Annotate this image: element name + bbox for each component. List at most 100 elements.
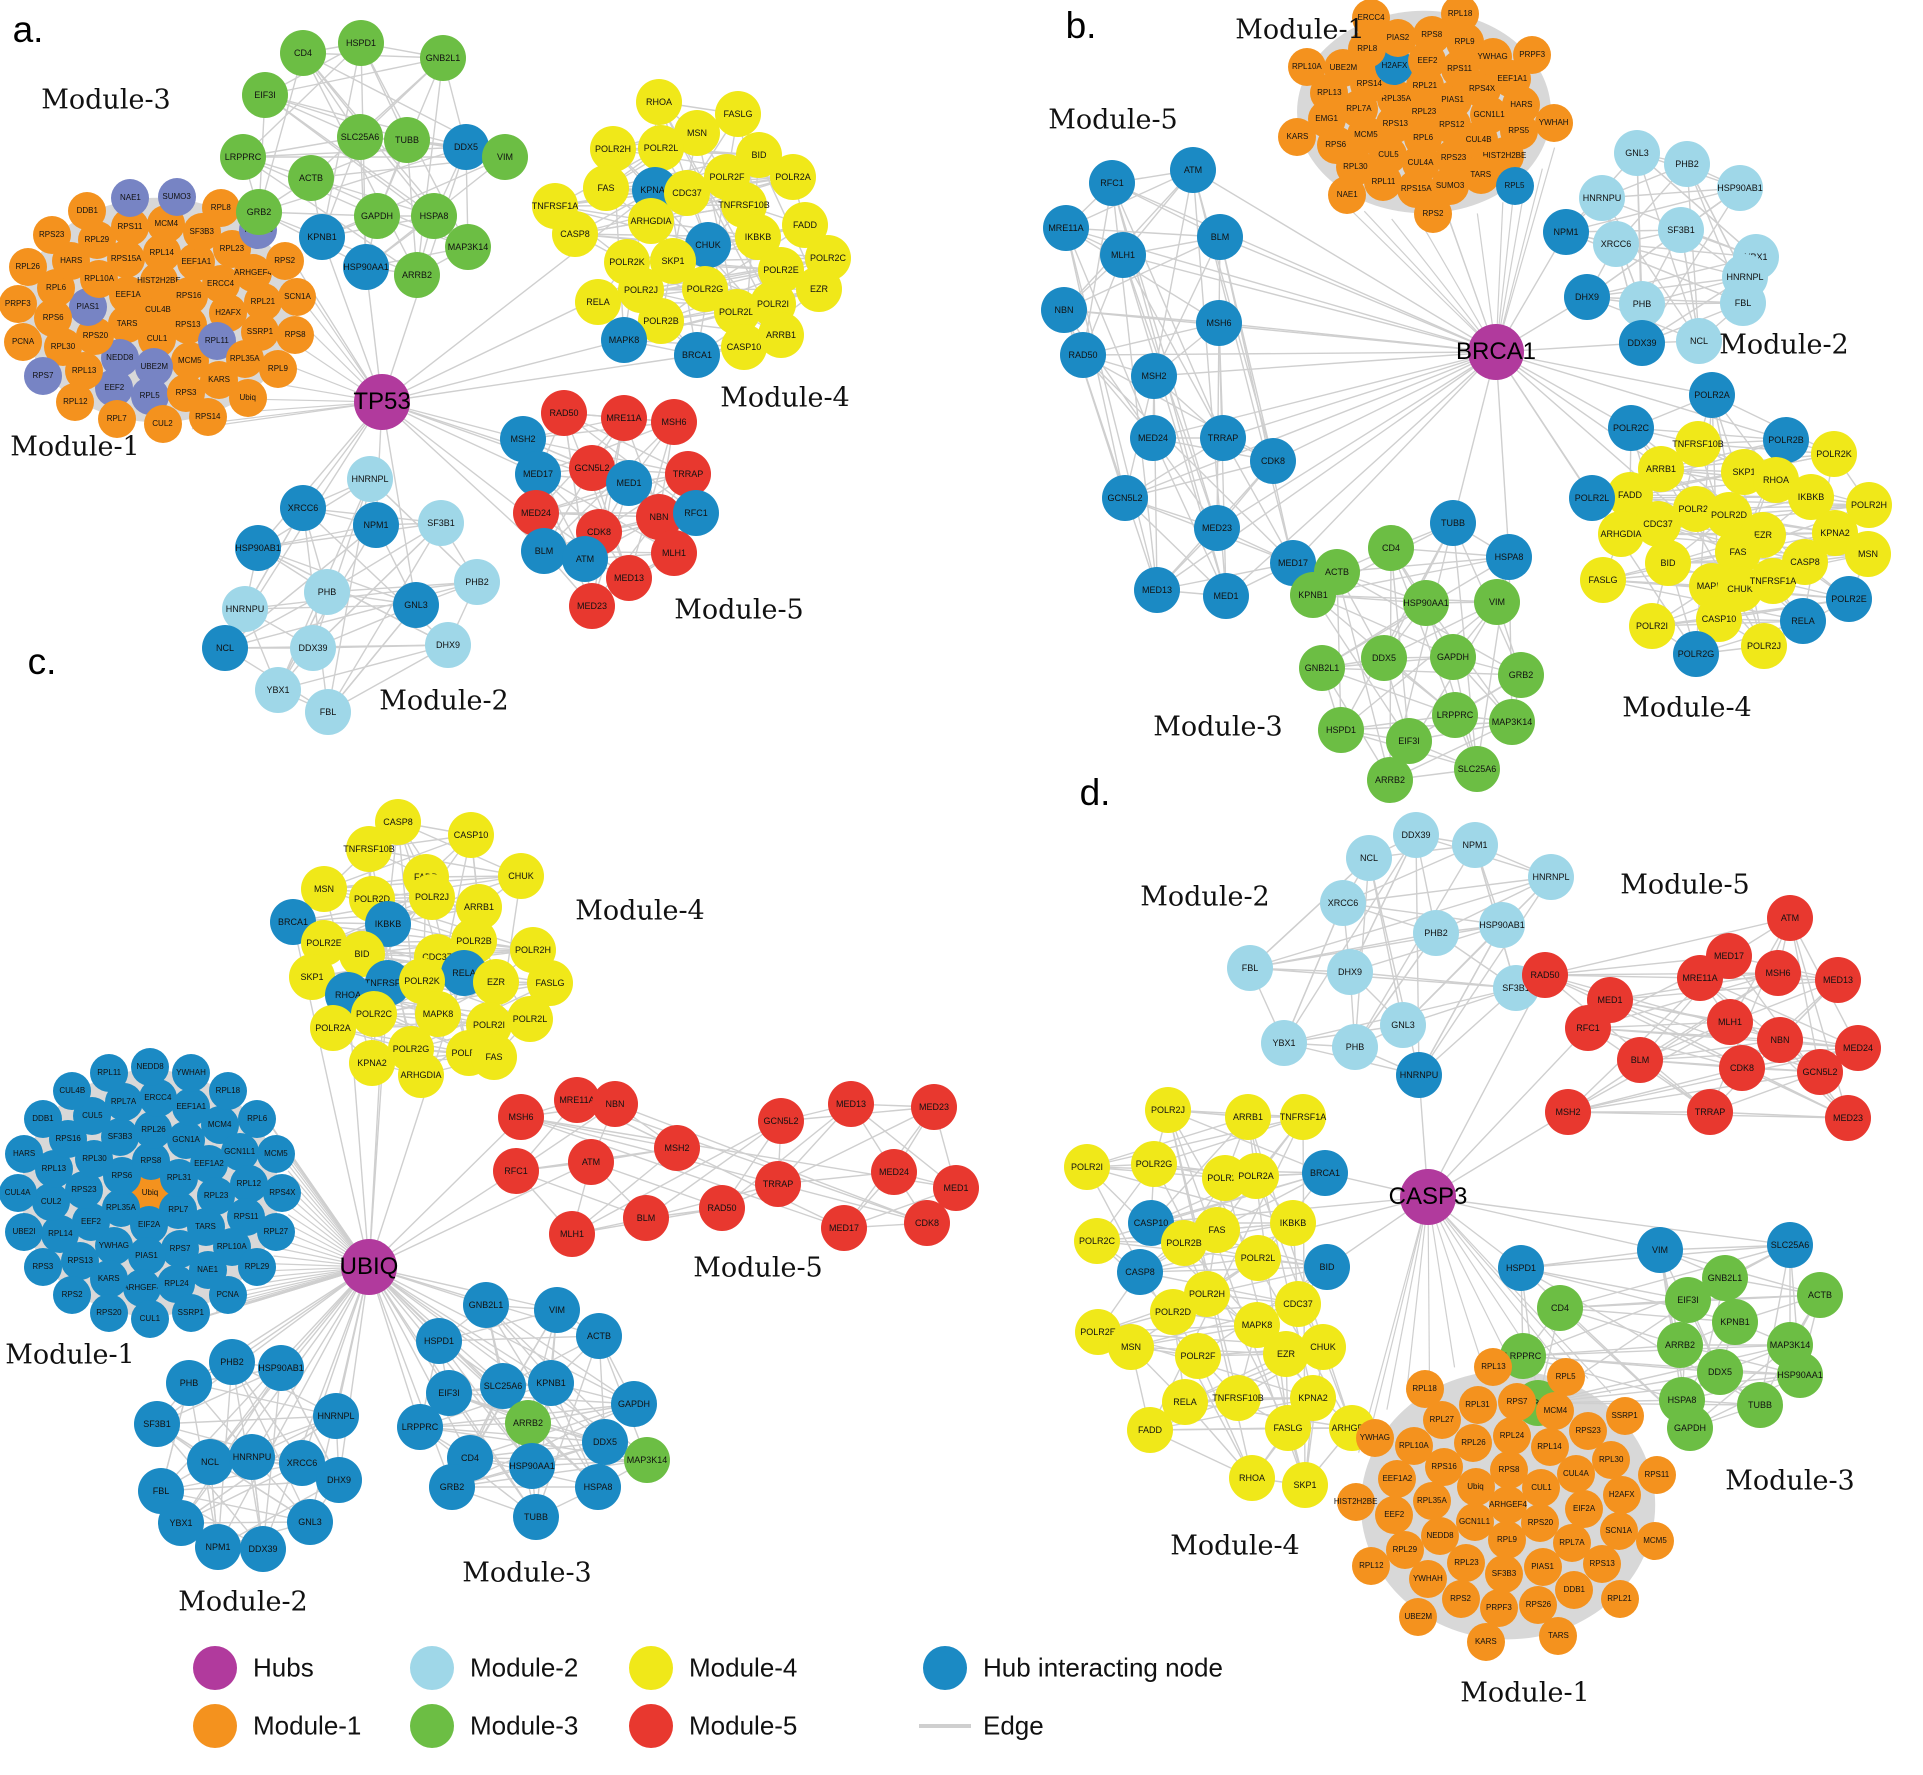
node-label: GAPDH xyxy=(360,210,393,221)
node-label: SCN1A xyxy=(284,291,311,301)
node-POLR2G: POLR2G xyxy=(1673,631,1719,677)
node-label: POLR2L xyxy=(1574,492,1610,503)
edge xyxy=(368,1266,558,1311)
node-label: POLR2L xyxy=(1240,1252,1276,1263)
node-label: SF3B1 xyxy=(427,517,455,528)
node-label: MCM5 xyxy=(1354,130,1378,140)
node-PRPF3: PRPF3 xyxy=(1513,35,1552,74)
node-SSRP1: SSRP1 xyxy=(1605,1396,1644,1435)
node-label: RPL10A xyxy=(1398,1441,1429,1451)
node-label: GAPDH xyxy=(1436,651,1469,662)
edge xyxy=(1425,602,1478,770)
node-POLR2A: POLR2A xyxy=(1233,1153,1279,1199)
legend-swatch-hub-interacting-node xyxy=(923,1646,967,1690)
node-SLC25A6: SLC25A6 xyxy=(337,114,383,160)
node-RAD50: RAD50 xyxy=(1522,952,1568,998)
node-label: NPM1 xyxy=(1462,839,1488,850)
node-RAD50: RAD50 xyxy=(1060,332,1106,378)
node-PHB2: PHB2 xyxy=(1664,141,1710,187)
node-label: RPS16 xyxy=(176,291,202,301)
node-label: RPL11 xyxy=(1371,176,1396,186)
node-label: BRCA1 xyxy=(1309,1167,1340,1178)
node-label: MED13 xyxy=(1822,974,1853,985)
node-label: ARRB1 xyxy=(1232,1111,1263,1122)
node-label: DDX39 xyxy=(1627,337,1657,348)
edge xyxy=(1167,1109,1326,1174)
legend-label-hub-interacting-node: Hub interacting node xyxy=(983,1652,1223,1683)
edge xyxy=(1249,876,1552,969)
node-HNRNPL: HNRNPL xyxy=(347,456,393,502)
node-label: CDK8 xyxy=(1260,455,1285,466)
node-label: NAE1 xyxy=(119,192,141,202)
node-label: POLR2H xyxy=(514,944,551,955)
legend-swatch-module-5 xyxy=(629,1704,673,1748)
node-MLH1: MLH1 xyxy=(1100,232,1146,278)
edge xyxy=(1636,152,1757,258)
node-BLM: BLM xyxy=(1617,1037,1663,1083)
node-label: RPS5 xyxy=(1508,126,1530,136)
node-label: CUL1 xyxy=(146,333,168,343)
node-label: BID xyxy=(1660,557,1676,568)
node-NEDD8: NEDD8 xyxy=(131,1047,170,1086)
node-label: H2AFX xyxy=(1381,61,1408,71)
node-label: GNB2L1 xyxy=(468,1299,504,1310)
node-label: RPL13 xyxy=(1481,1362,1506,1372)
node-label: ARRB2 xyxy=(1664,1339,1695,1350)
node-RPL24: RPL24 xyxy=(1493,1416,1532,1455)
node-CUL4B: CUL4B xyxy=(53,1071,92,1110)
edge xyxy=(1418,924,1503,1076)
node-RPS11: RPS11 xyxy=(1637,1456,1676,1495)
node-label: KPNB1 xyxy=(307,231,337,242)
module-label-module-1: Module-1 xyxy=(1460,1677,1590,1709)
node-label: FASLG xyxy=(535,977,565,988)
node-label: EIF3I xyxy=(1398,735,1420,746)
node-RPS3: RPS3 xyxy=(23,1248,62,1287)
edge xyxy=(1452,351,1497,524)
node-label: MSH2 xyxy=(1141,370,1167,381)
node-CUL4A: CUL4A xyxy=(1556,1454,1595,1493)
node-label: FAS xyxy=(485,1051,503,1062)
node-TUBB: TUBB xyxy=(384,117,430,163)
node-GNB2L1: GNB2L1 xyxy=(420,35,466,81)
node-RPS4X: RPS4X xyxy=(263,1174,302,1213)
edge xyxy=(777,1106,935,1185)
node-label: CD4 xyxy=(1381,542,1400,553)
node-label: SF3B3 xyxy=(1491,1569,1517,1579)
node-SUMO3: SUMO3 xyxy=(157,177,196,216)
node-label: CUL4A xyxy=(4,1187,31,1197)
edge xyxy=(1086,1116,1249,1168)
node-label: RAD50 xyxy=(1068,349,1098,360)
node-label: RPL11 xyxy=(97,1067,122,1077)
legend-label-module-4: Module-4 xyxy=(689,1652,798,1683)
node-label: RPL26 xyxy=(141,1124,166,1134)
node-label: RPL14 xyxy=(48,1228,73,1238)
node-label: RPL35A xyxy=(1381,93,1412,103)
node-LRPPRC: LRPPRC xyxy=(1432,692,1478,738)
node-label: CDC37 xyxy=(672,187,702,198)
edge xyxy=(1565,187,1741,233)
node-label: RPS13 xyxy=(67,1255,94,1265)
node-label: RPL5 xyxy=(139,390,160,400)
node-label: HNRNPL xyxy=(1532,871,1570,882)
node-label: FASLG xyxy=(1588,574,1618,585)
node-GRB2: GRB2 xyxy=(1498,652,1544,698)
node-HSP90AA1: HSP90AA1 xyxy=(509,1443,555,1489)
node-label: SF3B3 xyxy=(189,226,214,236)
node-RPL26: RPL26 xyxy=(8,248,47,287)
node-label: TUBB xyxy=(394,134,419,145)
node-CD4: CD4 xyxy=(1368,525,1414,571)
node-PCNA: PCNA xyxy=(4,322,43,361)
node-label: CASP10 xyxy=(1701,613,1737,624)
node-GAPDH: GAPDH xyxy=(611,1381,657,1427)
node-GAPDH: GAPDH xyxy=(354,193,400,239)
node-label: MED13 xyxy=(1141,584,1172,595)
node-label: RPL18 xyxy=(215,1085,241,1095)
node-label: MED1 xyxy=(1597,994,1623,1005)
node-PHB2: PHB2 xyxy=(1413,910,1459,956)
node-MSH6: MSH6 xyxy=(1755,950,1801,996)
node-NCL: NCL xyxy=(202,625,248,671)
node-label: CUL2 xyxy=(40,1197,62,1207)
edge xyxy=(327,522,442,713)
node-label: KARS xyxy=(1286,131,1309,141)
node-MSH6: MSH6 xyxy=(651,399,697,445)
